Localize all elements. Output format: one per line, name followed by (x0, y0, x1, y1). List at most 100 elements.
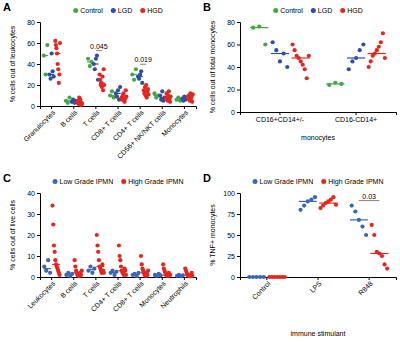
median-line (248, 276, 266, 277)
median-line (250, 27, 268, 28)
x-axis: GranulocytesB cellsT cellsCD8+ T cellsCD… (22, 106, 196, 160)
point (80, 269, 84, 273)
tick: 20 (27, 232, 40, 239)
series (42, 43, 183, 105)
point (137, 77, 141, 81)
legend-item: High Grade IPMN (321, 178, 383, 186)
tick-mark (184, 277, 185, 280)
tick: 75 (227, 211, 240, 218)
median-line (77, 102, 82, 103)
annotation-bracket (359, 200, 380, 201)
point (90, 271, 94, 275)
tick: 25 (227, 253, 240, 260)
x-axis: ControlLPSR848 (241, 277, 397, 301)
x-axis: LeukocytesB cellsT cellsCD4+ T cellsCD8+… (26, 277, 196, 313)
tick-label: 10 (27, 253, 35, 260)
median-line (188, 97, 193, 98)
point (152, 91, 156, 95)
legend-item: HGD (340, 7, 363, 14)
tick-mark (237, 235, 240, 236)
median-line (121, 97, 126, 98)
point (73, 264, 77, 268)
tick-mark (118, 106, 119, 109)
y-axis-title: % cells out of total monocytes (209, 20, 217, 113)
point (146, 92, 150, 96)
point (303, 67, 307, 71)
legend-label: HGD (147, 7, 163, 14)
legend: ControlLGDHGD (273, 7, 363, 14)
tick-mark (37, 22, 40, 23)
axis-line (237, 194, 241, 278)
tick-label: LPS (308, 280, 323, 295)
tick-mark (37, 235, 40, 236)
median-line (132, 274, 140, 275)
tick-mark (369, 277, 370, 280)
median-line (88, 269, 96, 270)
tick-mark (37, 43, 40, 44)
point (145, 273, 149, 277)
point (51, 69, 55, 73)
tick: 40 (227, 64, 240, 71)
median-line (154, 275, 162, 276)
tick-mark (237, 45, 240, 46)
point (79, 273, 83, 277)
tick-mark (162, 106, 163, 109)
median-line (350, 219, 368, 220)
tick: 10 (27, 253, 40, 260)
point (102, 83, 106, 87)
legend-swatch (111, 8, 116, 13)
point (367, 65, 371, 69)
point (95, 243, 99, 247)
point (119, 264, 123, 268)
legend-swatch (273, 8, 278, 13)
point (101, 88, 105, 92)
y-axis: 020406080 (27, 19, 40, 110)
point (274, 48, 278, 52)
median-line (176, 99, 181, 100)
tick-label: 80 (227, 19, 235, 26)
median-line (292, 57, 310, 58)
median-line (52, 264, 60, 265)
tick: Monocytes (160, 106, 190, 138)
panel: B020406080CD16+CD14+/-CD16-CD14+% cells … (203, 1, 397, 142)
point (57, 72, 61, 76)
tick-label: 60 (27, 40, 35, 47)
tick-label: Granulocytes (22, 108, 57, 143)
tick-label: CD16+CD14+/- (256, 116, 305, 123)
point (86, 57, 90, 61)
point (382, 262, 386, 266)
tick-mark (237, 67, 240, 68)
point (132, 78, 136, 82)
point (285, 65, 289, 69)
figure: A 0 20 40 60 80 GranulocytesB cellsT cellsCD8+… (0, 0, 400, 342)
tick-mark (318, 277, 319, 280)
point (88, 264, 92, 268)
point (97, 258, 101, 262)
axis-line (41, 278, 197, 281)
legend-item: LGD (111, 7, 132, 14)
panel-title: A (3, 1, 11, 13)
tick-mark (237, 193, 240, 194)
median-line (137, 76, 142, 77)
point (114, 270, 118, 274)
tick-label: 40 (27, 190, 35, 197)
point (361, 42, 365, 46)
tick-label: 0 (231, 109, 235, 116)
point (301, 63, 305, 67)
plot-area (42, 39, 195, 107)
point (50, 204, 54, 208)
point (383, 56, 387, 60)
legend-label: Control (80, 7, 103, 14)
tick: 0 (231, 274, 240, 281)
series (267, 195, 389, 279)
tick-mark (237, 90, 240, 91)
tick: 40 (27, 61, 40, 68)
panel-title: C (3, 172, 11, 184)
point (139, 69, 143, 73)
point (381, 31, 385, 35)
panel: A020406080GranulocytesB cellsT cellsCD8+… (3, 1, 197, 160)
tick-mark (37, 106, 40, 107)
point (96, 250, 100, 254)
point (305, 76, 309, 80)
series (290, 31, 387, 80)
